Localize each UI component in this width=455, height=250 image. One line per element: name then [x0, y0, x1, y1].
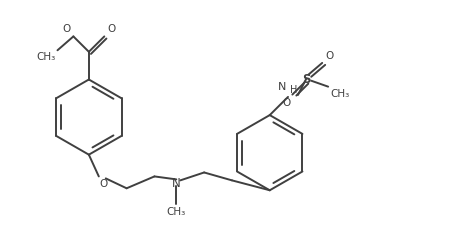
Text: H: H — [290, 84, 298, 94]
Text: CH₃: CH₃ — [167, 206, 186, 216]
Text: CH₃: CH₃ — [330, 88, 349, 98]
Text: O: O — [282, 97, 290, 107]
Text: N: N — [172, 176, 181, 189]
Text: O: O — [107, 24, 116, 34]
Text: S: S — [302, 73, 310, 86]
Text: N: N — [278, 82, 286, 92]
Text: CH₃: CH₃ — [36, 52, 56, 62]
Text: O: O — [325, 51, 334, 61]
Text: O: O — [100, 179, 108, 189]
Text: O: O — [62, 24, 71, 34]
